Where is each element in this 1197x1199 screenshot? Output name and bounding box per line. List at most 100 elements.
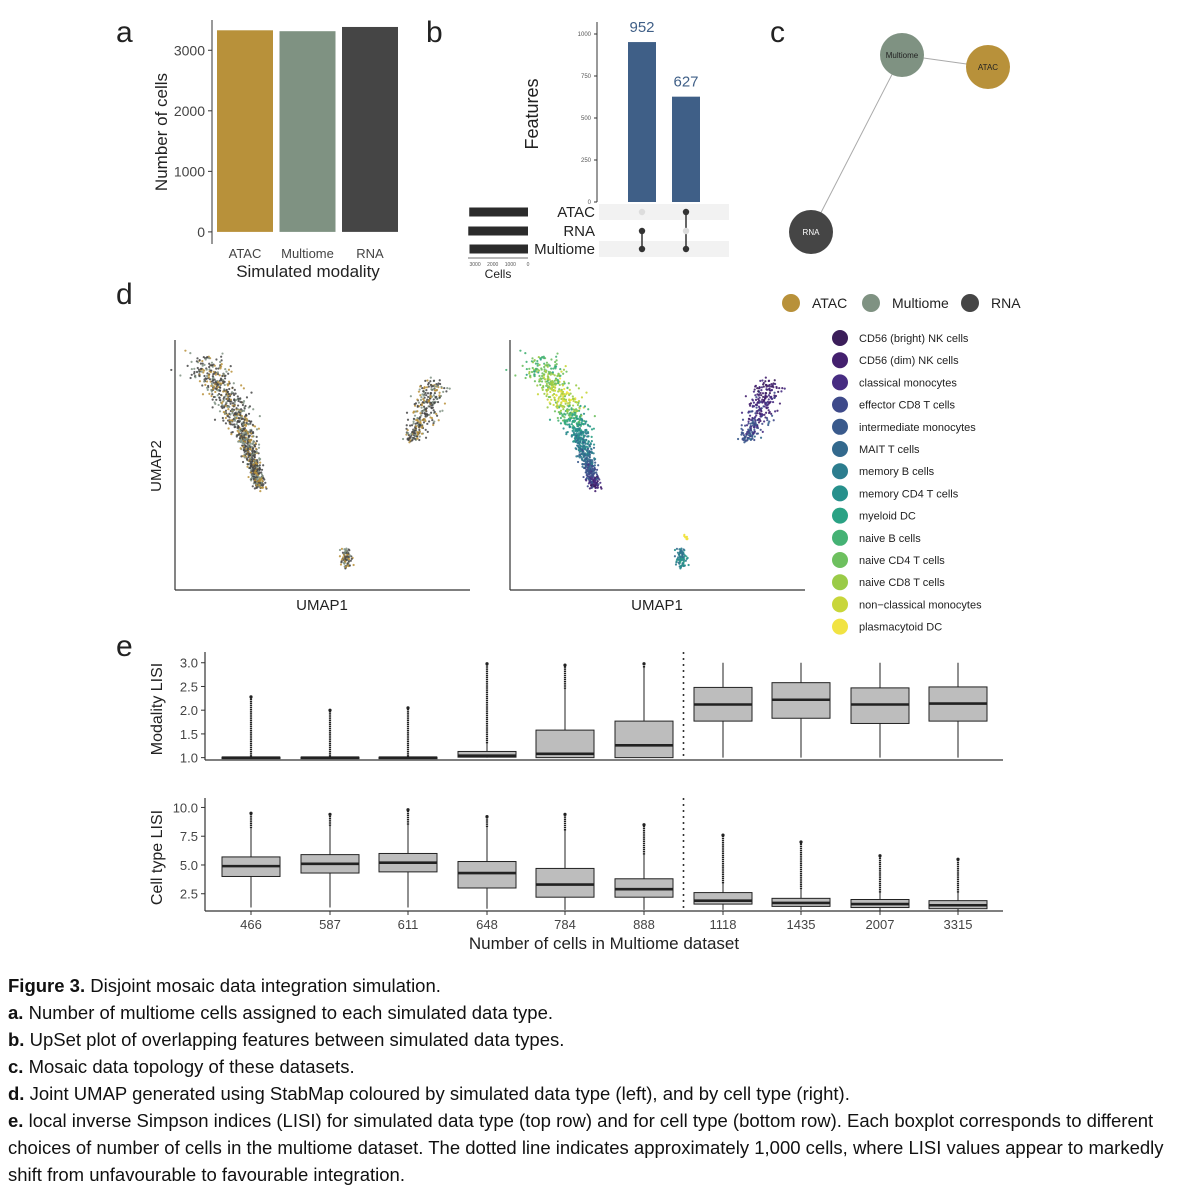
umap-point [233, 423, 236, 426]
umap-point [530, 360, 533, 363]
umap-point [673, 548, 677, 552]
y-tick-label: 2.0 [180, 703, 198, 718]
umap-point [597, 464, 600, 467]
umap-point [597, 483, 600, 486]
umap-point [426, 392, 430, 395]
legend-swatch-multiome [862, 294, 880, 312]
umap-point [347, 560, 351, 563]
umap-point [208, 368, 211, 371]
legend-swatch [832, 374, 848, 391]
umap-point [418, 435, 421, 438]
umap-point [536, 359, 539, 363]
node-multiome [880, 33, 924, 77]
umap-point [245, 452, 248, 455]
umap-point [243, 436, 246, 439]
umap-point [251, 435, 254, 438]
umap-point [579, 431, 583, 435]
umap-point [575, 384, 578, 387]
umap-point [582, 475, 585, 479]
umap-point [338, 555, 342, 558]
umap-point [409, 439, 412, 442]
umap-point [428, 413, 431, 416]
umap-point [771, 385, 774, 388]
legend-swatch [832, 485, 848, 502]
umap-point [550, 367, 553, 370]
umap-point [427, 385, 430, 388]
legend-label: CD56 (bright) NK cells [859, 333, 969, 345]
bar-value-label: 627 [673, 74, 698, 91]
umap-point [418, 417, 421, 420]
intersection-bar [628, 42, 656, 203]
umap-point [426, 430, 429, 433]
umap-point [548, 385, 551, 388]
umap-point [555, 362, 558, 366]
umap-point [756, 412, 759, 415]
umap-point [588, 481, 591, 484]
umap-point [252, 440, 255, 443]
set-size-bar [468, 226, 528, 236]
set-size-bar [469, 207, 528, 217]
umap-point [246, 458, 249, 461]
umap-point [588, 456, 591, 459]
umap-point [542, 374, 545, 377]
umap-point [253, 425, 257, 428]
umap-point [208, 378, 212, 381]
umap-point [423, 412, 426, 415]
umap-point [423, 418, 426, 421]
umap-point [261, 486, 264, 489]
umap-point [433, 410, 436, 414]
umap-point [250, 429, 253, 432]
umap-point [747, 436, 750, 439]
umap-point [211, 398, 214, 401]
umap-point [740, 427, 743, 430]
umap-point [405, 424, 408, 427]
umap-point [421, 425, 424, 428]
umap-point [426, 379, 429, 382]
umap-point [753, 430, 756, 433]
umap-point [446, 387, 449, 390]
umap-point [536, 362, 539, 365]
umap-point [419, 412, 422, 415]
umap-point [557, 406, 561, 409]
umap-point [425, 413, 429, 416]
umap-point [214, 371, 217, 374]
umap-point [255, 440, 258, 443]
umap-point [350, 557, 353, 561]
umap-point [756, 387, 759, 390]
umap-point [588, 425, 592, 428]
umap-point [412, 410, 416, 413]
umap-point [255, 451, 259, 454]
umap-point [550, 387, 553, 390]
set-size-tick: 2000 [487, 262, 498, 268]
umap-point [422, 421, 426, 424]
umap-point [231, 430, 234, 434]
umap-point [566, 386, 569, 389]
umap-point [235, 416, 238, 420]
umap-point [252, 454, 255, 457]
x-tick-label: 611 [398, 917, 419, 932]
umap-point [587, 458, 590, 461]
modality-lisi-panel: 1.0 1.5 2.0 2.5 3.0 Modality LISI [149, 652, 1003, 766]
umap-point [247, 444, 250, 448]
umap-point [229, 365, 232, 368]
umap-point [255, 459, 259, 462]
umap-point [581, 442, 584, 445]
umap-point [563, 397, 566, 401]
umap-point [417, 432, 420, 435]
legend-label: naive B cells [859, 533, 921, 545]
y-tick-label: 7.5 [180, 829, 198, 844]
umap-point [240, 434, 243, 437]
umap-point [540, 377, 543, 380]
umap-point [758, 399, 761, 402]
umap-point [249, 457, 252, 460]
umap-point [753, 417, 756, 420]
umap-point [685, 537, 688, 541]
umap-point [237, 397, 240, 400]
umap-point [342, 556, 345, 559]
umap-point [231, 412, 234, 415]
umap-point [342, 561, 345, 564]
umap-point [420, 432, 424, 435]
umap-point [593, 464, 596, 467]
panel-e-boxplots: 1.0 1.5 2.0 2.5 3.0 Modality LISI 2.5 5.0 7.5 10.… [149, 652, 1003, 953]
umap-point [198, 359, 201, 362]
